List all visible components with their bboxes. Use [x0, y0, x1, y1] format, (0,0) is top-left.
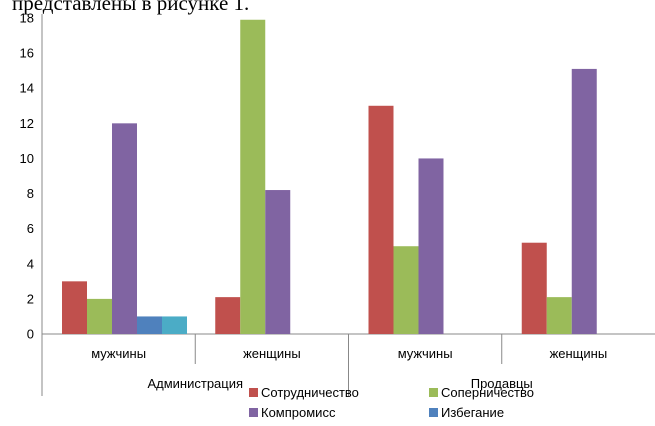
legend-entry: Избегание [441, 405, 504, 420]
y-tick-label: 10 [20, 151, 34, 166]
y-tick-label: 18 [20, 11, 34, 26]
bar [62, 281, 87, 334]
y-tick-label: 6 [27, 221, 34, 236]
bar [240, 19, 266, 335]
y-tick-label: 4 [27, 256, 34, 271]
group-label: Продавцы [471, 376, 533, 391]
bar [368, 105, 394, 335]
legend-swatch [249, 388, 258, 397]
y-tick-label: 0 [27, 327, 34, 342]
bar [393, 246, 419, 334]
bar [87, 298, 112, 334]
category-label: мужчины [398, 346, 453, 361]
legend-swatch [249, 408, 258, 417]
top-caption: представлены в рисунке 1. [12, 0, 250, 15]
legend-entry: Соперничество [441, 385, 534, 400]
legend-entry: Компромисс [261, 405, 336, 420]
bar [418, 158, 444, 334]
bar [521, 242, 547, 334]
category-label: женщины [550, 346, 608, 361]
y-tick-label: 2 [27, 291, 34, 306]
bar [265, 190, 291, 334]
legend-entry: Сотрудничество [261, 385, 359, 400]
category-label: мужчины [91, 346, 146, 361]
bar [215, 297, 241, 334]
category-label: женщины [243, 346, 301, 361]
y-tick-label: 16 [20, 46, 34, 61]
bar [571, 68, 597, 335]
legend-swatch [429, 388, 438, 397]
bar [112, 123, 137, 334]
bar [137, 316, 162, 334]
legend-swatch [429, 408, 438, 417]
group-label: Администрация [147, 376, 243, 391]
y-tick-label: 8 [27, 186, 34, 201]
bar [546, 297, 572, 334]
y-tick-label: 14 [20, 81, 34, 96]
bar [162, 316, 187, 334]
y-tick-label: 12 [20, 116, 34, 131]
